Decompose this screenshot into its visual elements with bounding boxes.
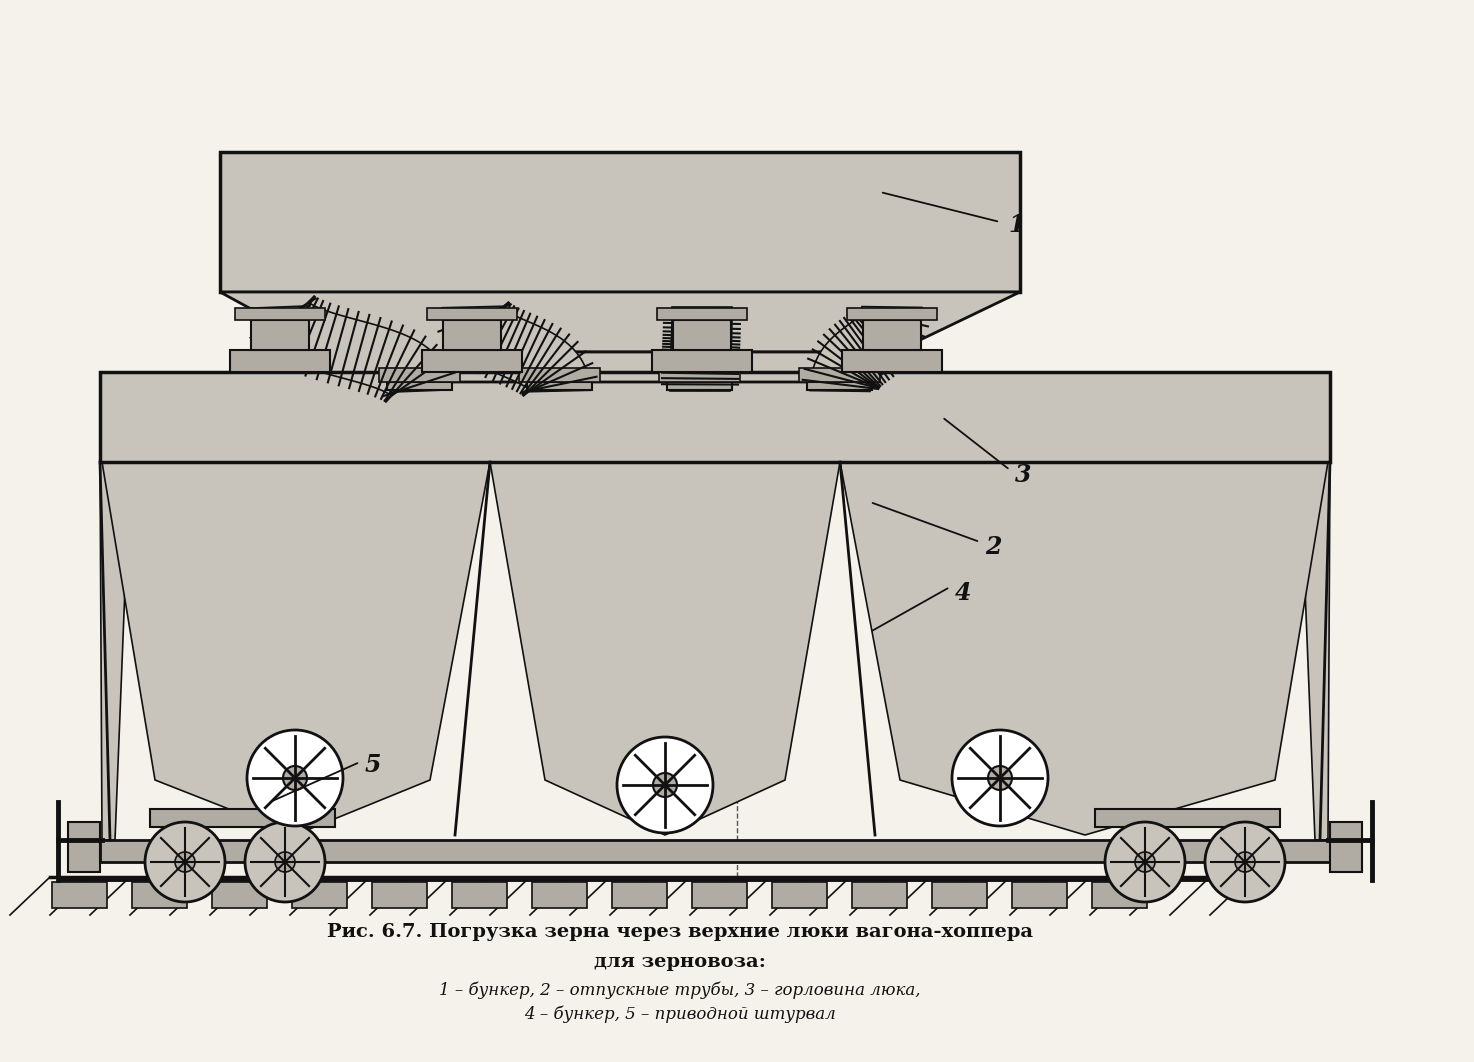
Bar [657,308,747,320]
Bar [1095,809,1279,827]
Circle shape [245,822,324,902]
Bar [150,809,335,827]
Bar [373,883,427,908]
Text: 1 – бункер, 2 – отпускные трубы, 3 – горловина люка,: 1 – бункер, 2 – отпускные трубы, 3 – гор… [439,981,921,998]
Bar [388,382,453,390]
Bar [427,308,517,320]
Bar [1013,883,1067,908]
Bar [799,369,880,382]
Bar [53,883,108,908]
Bar [100,372,1330,462]
Circle shape [618,737,713,833]
Bar [379,369,460,382]
Polygon shape [811,307,923,392]
Circle shape [1135,852,1156,872]
Polygon shape [1300,462,1330,840]
Bar [212,883,267,908]
Circle shape [283,766,307,790]
Bar [613,883,668,908]
Bar [532,883,588,908]
Polygon shape [671,307,733,391]
Polygon shape [442,306,590,392]
Bar [652,350,752,372]
Bar [668,382,733,390]
Polygon shape [330,352,895,382]
Bar [528,382,593,390]
Text: Рис. 6.7. Погрузка зерна через верхние люки вагона-хоппера: Рис. 6.7. Погрузка зерна через верхние л… [327,923,1033,941]
Bar [862,320,921,350]
Bar [693,883,747,908]
Circle shape [1106,822,1185,902]
Bar [519,369,600,382]
Bar [1092,883,1147,908]
Text: 3: 3 [1016,463,1032,487]
Circle shape [1206,822,1285,902]
Circle shape [653,773,677,796]
Polygon shape [102,462,489,835]
Bar [100,840,1330,862]
Polygon shape [251,302,450,396]
Text: 4 – бункер, 5 – приводной штурвал: 4 – бункер, 5 – приводной штурвал [525,1006,836,1023]
Bar [133,883,187,908]
Circle shape [1235,852,1254,872]
Bar [453,883,507,908]
Bar [772,883,827,908]
Bar [444,320,501,350]
Circle shape [175,852,195,872]
Bar [808,382,873,390]
Bar [292,883,348,908]
Polygon shape [840,462,1328,835]
Circle shape [988,766,1013,790]
Text: 2: 2 [985,535,1001,559]
Circle shape [952,730,1048,826]
Bar [100,372,1330,462]
Polygon shape [220,292,1020,352]
Bar [234,308,324,320]
Text: 1: 1 [1008,213,1024,237]
Bar [230,350,330,372]
Text: для зерновоза:: для зерновоза: [594,953,766,971]
Circle shape [248,730,343,826]
Bar [1330,822,1362,872]
Text: 4: 4 [955,581,971,605]
Bar [68,822,100,872]
Polygon shape [489,462,840,835]
Circle shape [276,852,295,872]
Bar [842,350,942,372]
Bar [848,308,937,320]
Polygon shape [100,462,130,840]
Bar [422,350,522,372]
Bar [220,152,1020,292]
Bar [251,320,310,350]
Bar [659,369,740,382]
Bar [674,320,731,350]
Text: 5: 5 [366,753,382,777]
Bar [852,883,908,908]
Bar [933,883,988,908]
Circle shape [144,822,226,902]
